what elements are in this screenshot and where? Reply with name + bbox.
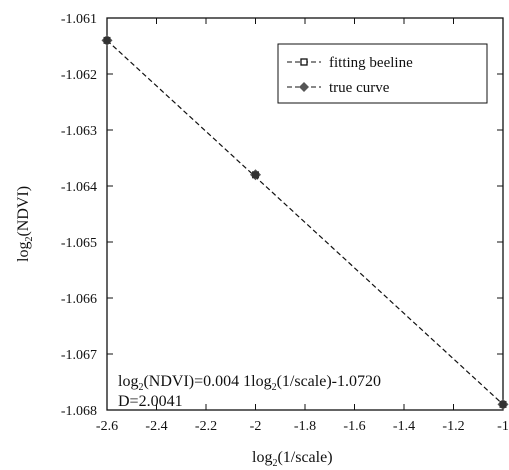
y-tick-label: -1.066 <box>61 292 97 307</box>
y-axis-title: log2(NDVI) <box>15 186 35 262</box>
true-curve-point-core <box>499 400 507 408</box>
legend: fitting beeline true curve <box>277 43 488 104</box>
legend-label: fitting beeline <box>329 55 413 71</box>
y-tick-label: -1.068 <box>61 404 97 419</box>
legend-box <box>277 43 488 104</box>
x-tick-label: -1.2 <box>442 419 464 434</box>
series-layer <box>101 34 509 410</box>
legend-label: true curve <box>329 80 390 96</box>
axis-titles: log2(1/scale)log2(NDVI) <box>15 186 333 469</box>
y-tick-label: -1.063 <box>61 124 97 139</box>
x-tick-label: -2.2 <box>195 419 217 434</box>
dimension-label: D=2.0041 <box>118 393 183 410</box>
subscript: 2 <box>272 382 277 393</box>
x-tick-label: -1.8 <box>294 419 316 434</box>
x-tick-label: -1 <box>497 419 509 434</box>
y-tick-label: -1.061 <box>61 12 97 27</box>
subscript: 2 <box>24 237 35 242</box>
legend-diamond-marker <box>299 82 309 92</box>
y-tick-label: -1.064 <box>61 180 97 195</box>
subscript: 2 <box>138 382 143 393</box>
x-axis-title: log2(1/scale) <box>252 449 333 469</box>
legend-square-marker <box>300 58 308 66</box>
fitting-beeline-line <box>106 39 504 405</box>
true-curve-point-core <box>252 171 259 179</box>
x-tick-label: -1.6 <box>343 419 365 434</box>
x-tick-label: -2.4 <box>145 419 167 434</box>
text-span: log <box>252 449 272 466</box>
ticks: -2.6 -2.4 -2.2 -2 -1.8 -1.6 -1.4 -1.2 -1 -1.068 -1… <box>61 12 509 434</box>
text-span: log <box>15 242 32 262</box>
y-tick-label: -1.065 <box>61 236 97 251</box>
text-span: log <box>118 373 138 390</box>
y-tick-label: -1.067 <box>61 348 97 363</box>
text-span: (NDVI) <box>15 186 32 237</box>
true-curve-point-core <box>103 36 111 44</box>
text-span: (1/scale)-1.0720 <box>277 373 381 390</box>
x-tick-label: -2 <box>250 419 262 434</box>
y-tick-label: -1.062 <box>61 68 97 83</box>
annotations: log2(NDVI)=0.004 1log2(1/scale)-1.0720D=… <box>118 373 381 410</box>
x-tick-label: -1.4 <box>393 419 415 434</box>
text-span: (NDVI)=0.004 1log <box>143 373 271 390</box>
x-tick-label: -2.6 <box>96 419 118 434</box>
equation-label: log2(NDVI)=0.004 1log2(1/scale)-1.0720 <box>118 373 381 393</box>
subscript: 2 <box>272 458 277 469</box>
text-span: (1/scale) <box>277 449 332 466</box>
text-span: D=2.0041 <box>118 393 183 410</box>
